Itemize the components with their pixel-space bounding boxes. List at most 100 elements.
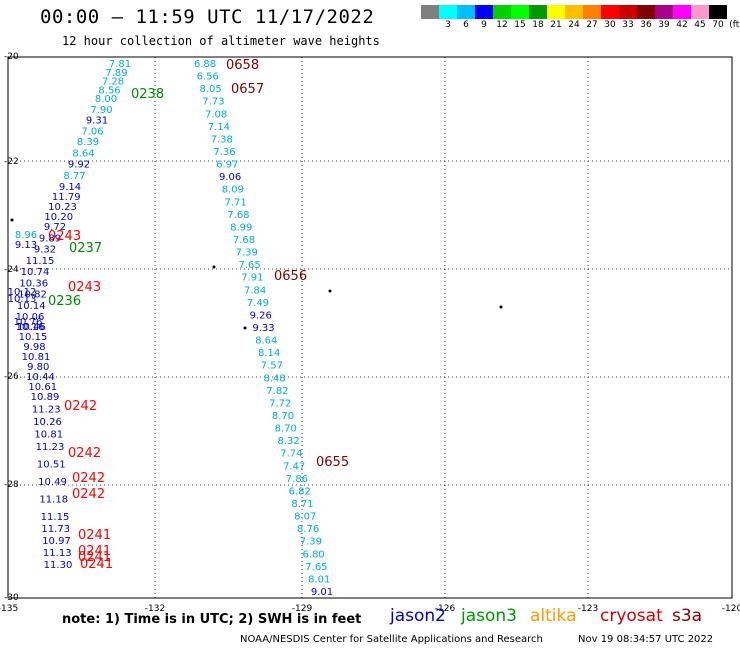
timestamp-text: Nov 19 08:34:57 UTC 2022: [578, 634, 714, 645]
wave-height-label-track-b: 9.72: [44, 222, 66, 233]
wave-height-label-track-a: 7.71: [225, 197, 247, 208]
wave-height-label-track-a: 8.48: [264, 373, 286, 384]
wave-height-label-track-b: 9.14: [59, 182, 81, 193]
wave-height-label-track-b: 10.36: [19, 278, 48, 289]
sat-label-jason3: jason3: [461, 606, 517, 626]
pass-id-label: 0657: [231, 82, 264, 97]
wave-height-label-track-b: 11.15: [26, 256, 55, 267]
wave-height-label-track-a: 7.65: [238, 260, 260, 271]
lat-label: -26: [4, 372, 19, 382]
wave-height-label-track-b-left: 10.12: [8, 287, 37, 298]
scale-label: 12: [496, 20, 508, 30]
wave-height-label-track-a: 8.99: [230, 222, 252, 233]
wave-height-label-track-a: 6.97: [216, 160, 238, 171]
lat-label: -28: [4, 480, 19, 490]
scale-label: 70: [712, 20, 724, 30]
scale-swatch: [547, 5, 565, 19]
scale-swatch: [637, 5, 655, 19]
sat-label-altika: altika: [530, 606, 577, 626]
pass-id-label: 0242: [64, 399, 97, 414]
wave-height-label-track-b: 9.31: [86, 116, 108, 127]
pass-id-label: 0658: [226, 58, 259, 73]
wave-height-label-track-b: 8.64: [72, 148, 94, 159]
wave-height-label-track-b: 10.06: [16, 312, 45, 323]
wave-height-label-track-b: 10.44: [26, 372, 55, 383]
lon-label: -120: [722, 604, 740, 614]
wave-height-label-track-a: 7.39: [300, 537, 322, 548]
scale-label: 30: [604, 20, 616, 30]
wave-height-label-track-b-left: 9.13: [15, 240, 37, 251]
lon-label: -123: [578, 604, 598, 614]
scale-swatch: [529, 5, 547, 19]
wave-height-label-track-a: 7.73: [202, 97, 224, 108]
wave-height-label-track-a: 8.01: [308, 574, 330, 585]
wave-height-label-track-a: 6.82: [289, 486, 311, 497]
wave-height-label-track-b: 10.51: [37, 460, 66, 471]
wave-height-label-track-b: 10.81: [22, 352, 51, 363]
wave-height-label-track-b: 9.92: [68, 160, 90, 171]
wave-height-label-track-b: 10.14: [17, 301, 46, 312]
wave-height-label-track-b: 10.26: [33, 417, 62, 428]
scale-swatch: [619, 5, 637, 19]
credit-text: NOAA/NESDIS Center for Satellite Applica…: [240, 634, 543, 645]
pass-id-label: 0656: [274, 269, 307, 284]
wave-height-label-track-b: 10.74: [21, 267, 50, 278]
wave-height-label-track-a: 7.49: [247, 298, 269, 309]
scale-swatch: [709, 5, 727, 19]
wave-height-label-track-a: 9.06: [219, 172, 241, 183]
wave-height-label-track-a: 8.09: [222, 185, 244, 196]
scale-label: 33: [622, 20, 634, 30]
pass-id-label: 0238: [131, 87, 164, 102]
wave-height-label-track-a: 7.38: [211, 134, 233, 145]
island-dot: [328, 289, 332, 293]
wave-height-label-track-a: 7.68: [233, 235, 255, 246]
wave-height-label-track-b: 11.23: [32, 405, 61, 416]
wave-height-label-track-b: 11.79: [52, 192, 81, 203]
wave-height-label-track-a: 7.39: [236, 248, 258, 259]
wave-height-label-track-b: 10.89: [31, 392, 60, 403]
wave-height-label-track-a: 7.65: [305, 562, 327, 573]
pass-id-label: 0242: [68, 446, 101, 461]
island-dot: [243, 326, 247, 330]
footer-note: note: 1) Time is in UTC; 2) SWH is in fe…: [62, 612, 362, 627]
wave-height-label-track-b: 10.46: [17, 322, 46, 333]
map-subtitle: 12 hour collection of altimeter wave hei…: [62, 34, 380, 48]
wave-height-label-track-a: 7.57: [261, 361, 283, 372]
wave-height-label-track-b: 10.15: [19, 332, 48, 343]
scale-label: 27: [586, 20, 598, 30]
wave-height-label-track-a: 8.07: [294, 512, 316, 523]
lat-label: -24: [4, 265, 19, 275]
wave-height-label-track-a: 9.26: [250, 310, 272, 321]
wave-height-label-track-b: 7.06: [81, 126, 103, 137]
wave-height-label-track-b: 11.23: [36, 442, 65, 453]
scale-swatch: [691, 5, 709, 19]
scale-swatch: [421, 5, 439, 19]
pass-id-label: 0655: [316, 455, 349, 470]
scale-swatch: [601, 5, 619, 19]
scale-swatch: [583, 5, 601, 19]
wave-height-label-track-a: 7.84: [244, 285, 266, 296]
map-frame: [7, 56, 733, 599]
sat-label-s3a: s3a: [672, 606, 703, 626]
pass-id-label: 0241: [78, 550, 111, 565]
wave-height-label-track-b-left: 8.96: [15, 230, 37, 241]
scale-label: 36: [640, 20, 652, 30]
wave-height-label-track-b: 11.13: [43, 548, 72, 559]
wave-height-label-track-b: 8.39: [77, 137, 99, 148]
lon-label: -132: [145, 604, 165, 614]
wave-height-label-track-a: 8.71: [291, 499, 313, 510]
wave-height-label-track-a: 7.47: [283, 461, 305, 472]
scale-label: 15: [514, 20, 526, 30]
wave-height-label-track-a: 8.70: [275, 424, 297, 435]
wave-height-label-track-b: 10.97: [42, 536, 71, 547]
wave-height-label-track-a: 8.64: [255, 336, 277, 347]
wave-height-label-track-b: 7.81: [109, 59, 131, 70]
wave-height-label-track-a: 7.14: [208, 122, 230, 133]
pass-id-label: 0243: [68, 280, 101, 295]
sat-label-cryosat: cryosat: [600, 606, 663, 626]
scale-label: 18: [532, 20, 544, 30]
wave-height-label-track-b: 11.30: [44, 560, 73, 571]
pass-id-label: 0243: [48, 229, 81, 244]
